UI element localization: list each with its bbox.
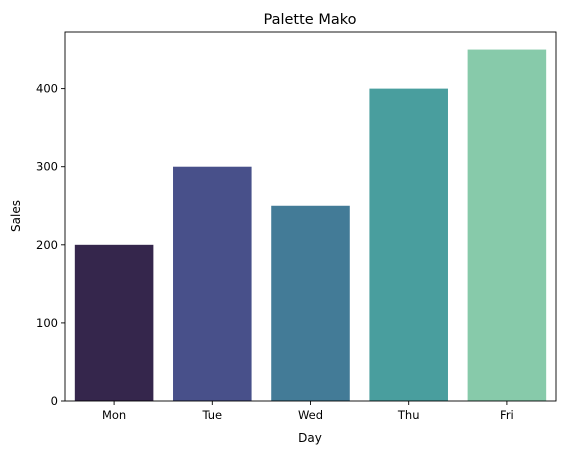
y-tick-label: 300: [36, 160, 58, 174]
y-tick-label: 400: [36, 82, 58, 96]
plot-area: 0 100 200 300 400 Mon Tue Wed Thu Fri: [36, 31, 557, 422]
y-tick-label: 0: [51, 394, 58, 408]
bar-thu: [369, 88, 448, 402]
x-tick-label: Wed: [298, 408, 323, 422]
x-tick-label: Fri: [500, 408, 514, 422]
y-tick-label: 100: [36, 316, 58, 330]
y-axis-label: Sales: [9, 200, 23, 232]
x-tick-label: Thu: [397, 408, 420, 422]
bar-fri: [467, 49, 547, 401]
x-tick-label: Tue: [201, 408, 222, 422]
x-axis-label: Day: [298, 431, 322, 445]
bar-wed: [271, 205, 350, 401]
x-tick-label: Mon: [102, 408, 126, 422]
bar-tue: [173, 166, 252, 401]
bar-mon: [74, 244, 154, 401]
y-tick-label: 200: [36, 238, 58, 252]
chart-title: Palette Mako: [264, 12, 357, 28]
